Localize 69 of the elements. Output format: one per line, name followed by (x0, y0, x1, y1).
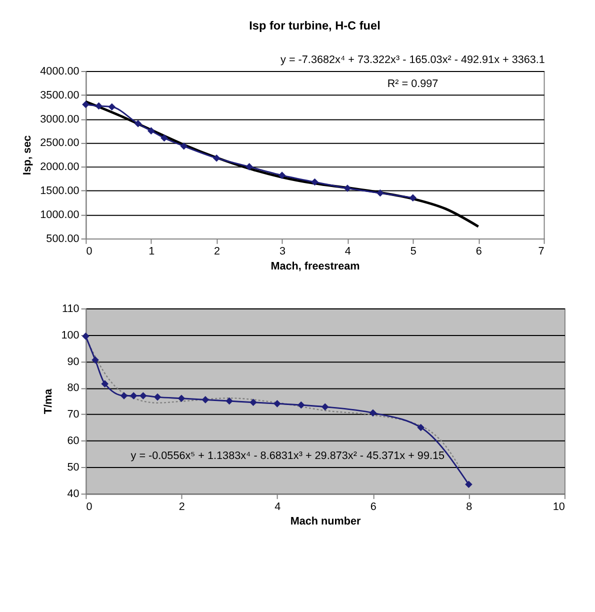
x-tick-label: 4 (344, 246, 351, 258)
annotation: y = -0.0556x⁵ + 1.1383x⁴ - 8.6831x³ + 29.873x² - 45.371x + 99.15 (130, 450, 445, 462)
y-tick-label: 3500.00 (40, 89, 80, 102)
x-tick-label: 4 (274, 500, 281, 513)
point (92, 356, 99, 364)
point (246, 163, 253, 170)
x-tick-label: 3 (279, 246, 286, 258)
point (278, 172, 286, 179)
x-axis-title: Mach number (290, 516, 362, 528)
point (120, 392, 128, 400)
point (297, 401, 305, 409)
y-axis-title: T/ma (42, 388, 54, 414)
point (311, 178, 318, 186)
y-tick-label: 60 (67, 435, 80, 448)
x-tick-label: 8 (466, 500, 472, 513)
y-tick-label: 80 (67, 382, 80, 394)
x-tick-label: 10 (552, 500, 565, 513)
point (82, 100, 90, 108)
annotation: R² = 0.997 (387, 78, 438, 90)
point (130, 392, 138, 400)
point (95, 102, 102, 110)
y-tick-label: 500.00 (46, 232, 80, 245)
point (465, 480, 472, 488)
point (134, 120, 142, 128)
x-axis-title: Mach, freestream (270, 260, 360, 273)
y-tick-label: 40 (67, 488, 80, 500)
x-tick-label: 6 (370, 500, 376, 513)
x-tick-label: 6 (476, 246, 482, 258)
y-tick-label: 1500.00 (40, 185, 80, 198)
point (154, 393, 162, 401)
point (409, 194, 417, 202)
point (226, 397, 233, 405)
point (108, 103, 116, 111)
x-tick-label: 5 (410, 246, 416, 258)
point (140, 392, 147, 400)
point (250, 398, 257, 406)
point (160, 134, 168, 142)
point (274, 400, 281, 408)
y-tick-label: 4000.00 (40, 65, 80, 78)
y-tick-label: 2500.00 (40, 137, 80, 150)
point (344, 184, 352, 192)
point (321, 403, 329, 410)
x-tick-label: 0 (86, 500, 92, 513)
y-axis-title: Isp, sec (21, 135, 34, 176)
text: y = -7.3682x⁴ + 73.322x³ - 165.03x² - 492.91x + 3363.1 (280, 54, 545, 66)
point (417, 424, 424, 432)
chart-title: Isp for turbine, H-C fuel (249, 18, 380, 33)
point (82, 332, 90, 340)
point (202, 396, 210, 404)
point (369, 409, 377, 417)
y-tick-label: 50 (67, 462, 80, 474)
x-tick-label: 1 (148, 246, 155, 258)
point (178, 394, 186, 402)
y-tick-label: 110 (62, 302, 80, 315)
y-tick-label: 70 (67, 408, 80, 421)
y-tick-label: 1000.00 (40, 209, 80, 222)
y-tick-label: 90 (67, 356, 80, 368)
x-tick-label: 2 (214, 246, 220, 258)
point (180, 142, 188, 150)
y-tick-label: 2000.00 (40, 161, 80, 174)
point (101, 380, 109, 388)
x-tick-label: 7 (538, 246, 544, 258)
y-tick-label: 3000.00 (40, 113, 80, 126)
x-tick-label: 2 (178, 500, 185, 513)
y-tick-label: 100 (61, 329, 80, 342)
x-tick-label: 0 (86, 246, 92, 258)
point (147, 127, 155, 134)
point (212, 154, 220, 162)
point (376, 189, 384, 197)
